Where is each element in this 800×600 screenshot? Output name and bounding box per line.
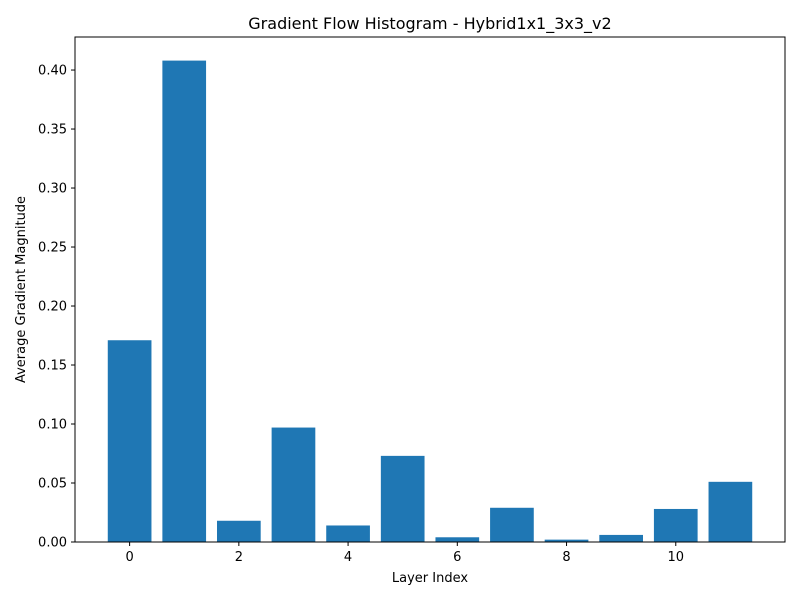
- x-tick-label: 4: [344, 550, 352, 565]
- bar-layer-1: [162, 60, 207, 542]
- x-axis-label: Layer Index: [392, 571, 468, 586]
- x-tick-label: 0: [125, 550, 133, 565]
- x-tick-label: 6: [453, 550, 461, 565]
- y-tick-label: 0.40: [38, 64, 67, 79]
- y-tick-label: 0.25: [38, 241, 67, 256]
- axes-frame: [74, 36, 786, 543]
- bars-group: [107, 60, 753, 542]
- y-tick-label: 0.05: [38, 477, 67, 492]
- bar-layer-7: [490, 507, 534, 542]
- bar-layer-6: [435, 537, 480, 542]
- chart-title: Gradient Flow Histogram - Hybrid1x1_3x3_…: [248, 14, 611, 34]
- y-tick-label: 0.00: [38, 536, 67, 551]
- y-tick-label: 0.30: [38, 182, 67, 197]
- bar-layer-10: [653, 508, 698, 542]
- y-axis-label: Average Gradient Magnitude: [14, 196, 29, 383]
- bar-layer-5: [380, 455, 425, 542]
- bar-layer-0: [107, 340, 152, 542]
- bar-layer-4: [326, 525, 370, 542]
- y-tick-label: 0.15: [38, 359, 67, 374]
- y-tick-label: 0.10: [38, 418, 67, 433]
- x-tick-label: 8: [562, 550, 570, 565]
- x-tick-label: 2: [235, 550, 243, 565]
- y-tick-label: 0.20: [38, 300, 67, 315]
- y-tick-label: 0.35: [38, 123, 67, 138]
- bar-layer-9: [599, 534, 643, 542]
- bar-layer-2: [217, 520, 261, 542]
- x-ticks-group: 0 2 4 6 8 10: [125, 542, 684, 565]
- bar-layer-11: [708, 481, 753, 542]
- y-ticks-group: 0.00 0.05 0.10 0.15 0.20 0.25 0.30 0.35 0.40: [38, 64, 75, 551]
- x-tick-label: 10: [667, 550, 684, 565]
- bar-layer-3: [271, 427, 316, 542]
- bar-layer-8: [544, 539, 589, 542]
